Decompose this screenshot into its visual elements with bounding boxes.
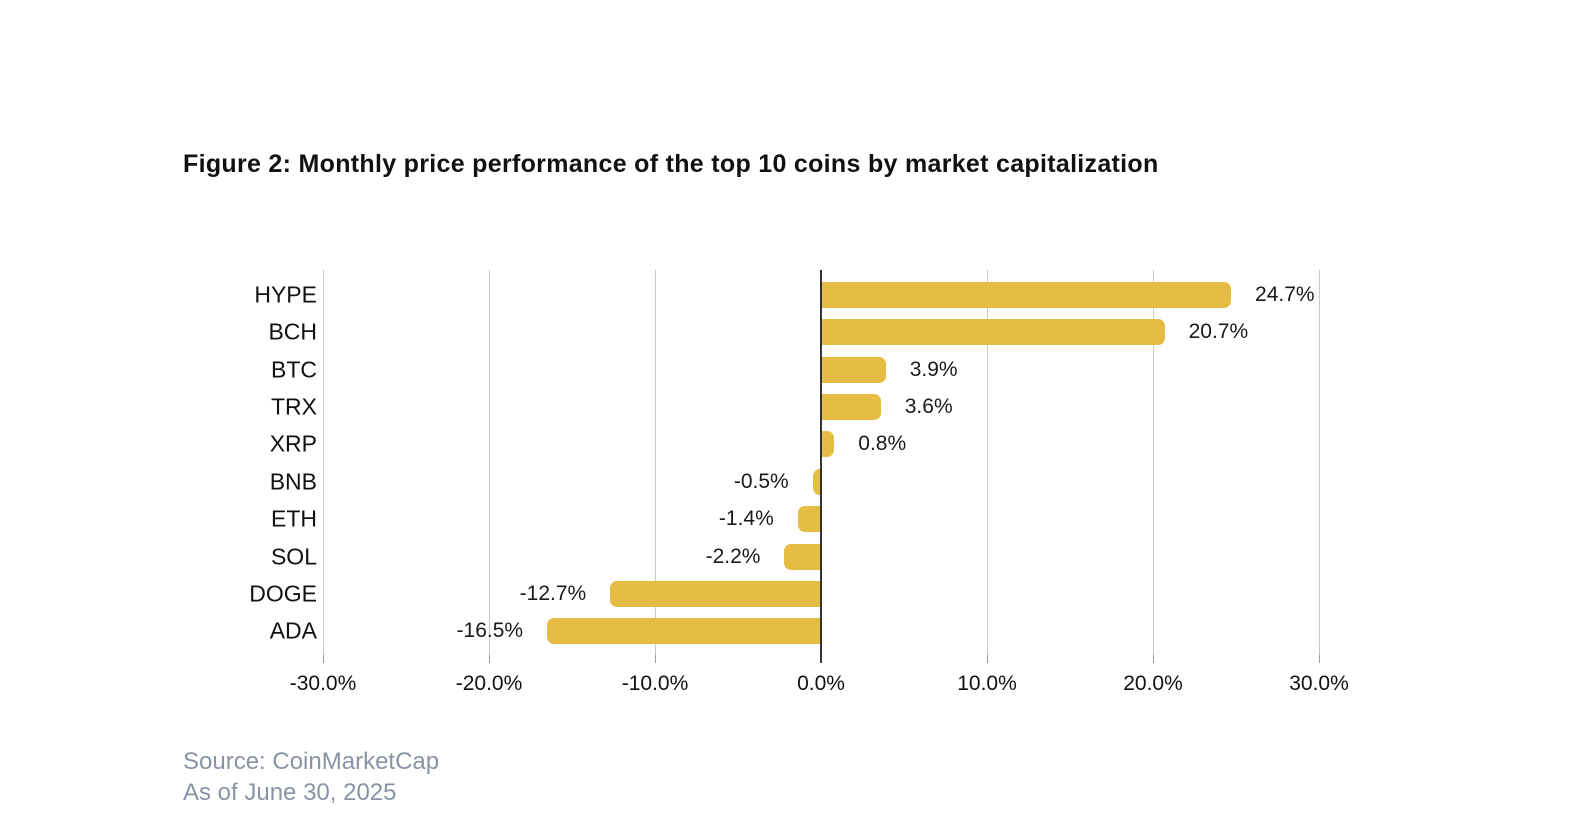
value-axis: -30.0% -20.0% -10.0% 0.0% 10.0% 20.0% 30.0% bbox=[290, 655, 1349, 695]
gridline bbox=[1319, 270, 1320, 655]
x-tick-label: -20.0% bbox=[455, 672, 523, 695]
bar-value-label: -12.7% bbox=[519, 581, 587, 605]
gridline bbox=[489, 270, 490, 655]
category-label: BNB bbox=[269, 468, 317, 495]
category-axis: HYPE BCH BTC TRX XRP BNB ETH SOL DOGE ADA bbox=[150, 270, 317, 655]
bar-value-label: 0.8% bbox=[858, 432, 907, 456]
bar-value-label: -2.2% bbox=[705, 544, 761, 568]
bar-chart: 24.7% 20.7% 3.9% 3.6% 0.8% -0.5% -1.4% -2.2% -12… bbox=[323, 270, 1320, 663]
axis-tick bbox=[987, 655, 988, 663]
bar bbox=[797, 506, 821, 533]
bar-value-label: 3.9% bbox=[909, 357, 958, 381]
bar bbox=[784, 543, 821, 570]
gridline bbox=[323, 270, 324, 655]
gridline bbox=[1153, 270, 1154, 655]
x-tick-label: 30.0% bbox=[1289, 672, 1349, 695]
category-label: BTC bbox=[271, 356, 317, 382]
bar-value-label: 3.6% bbox=[904, 394, 953, 418]
bar bbox=[821, 431, 835, 458]
axis-tick bbox=[655, 655, 656, 663]
axis-tick bbox=[1319, 655, 1320, 663]
gridline bbox=[655, 270, 656, 655]
category-label: SOL bbox=[270, 543, 317, 569]
category-label: HYPE bbox=[254, 281, 317, 308]
figure-title: Figure 2: Monthly price performance of t… bbox=[183, 150, 1159, 178]
category-label: DOGE bbox=[249, 580, 317, 607]
bar bbox=[821, 356, 886, 383]
x-tick-label: -10.0% bbox=[621, 672, 689, 695]
bar bbox=[821, 319, 1165, 346]
zero-axis-line bbox=[820, 270, 822, 663]
source-line-1: Source: CoinMarketCap bbox=[183, 748, 440, 775]
bar-value-label: -1.4% bbox=[718, 507, 774, 531]
x-tick-label: -30.0% bbox=[289, 672, 357, 695]
bar bbox=[821, 281, 1232, 308]
x-tick-label: 10.0% bbox=[957, 672, 1017, 695]
x-tick-label: 20.0% bbox=[1123, 672, 1183, 695]
x-tick-label: 0.0% bbox=[797, 672, 845, 695]
category-label: ADA bbox=[269, 617, 317, 644]
category-label: TRX bbox=[271, 393, 317, 420]
axis-tick bbox=[489, 655, 490, 663]
category-label: XRP bbox=[269, 430, 317, 457]
bar bbox=[821, 393, 881, 420]
gridline bbox=[987, 270, 988, 655]
bar-value-label: -0.5% bbox=[733, 469, 789, 493]
bar bbox=[812, 468, 821, 495]
category-label: ETH bbox=[271, 505, 317, 532]
axis-tick bbox=[1153, 655, 1154, 663]
axis-tick bbox=[323, 655, 324, 663]
source-note: Source: CoinMarketCap As of June 30, 202… bbox=[183, 746, 439, 808]
bar bbox=[610, 580, 821, 607]
bar-value-label: -16.5% bbox=[456, 619, 524, 643]
bar bbox=[547, 618, 821, 645]
source-line-2: As of June 30, 2025 bbox=[183, 779, 397, 806]
bar-value-label: 20.7% bbox=[1188, 320, 1249, 344]
category-label: BCH bbox=[268, 318, 317, 345]
bar-value-label: 24.7% bbox=[1255, 282, 1315, 306]
